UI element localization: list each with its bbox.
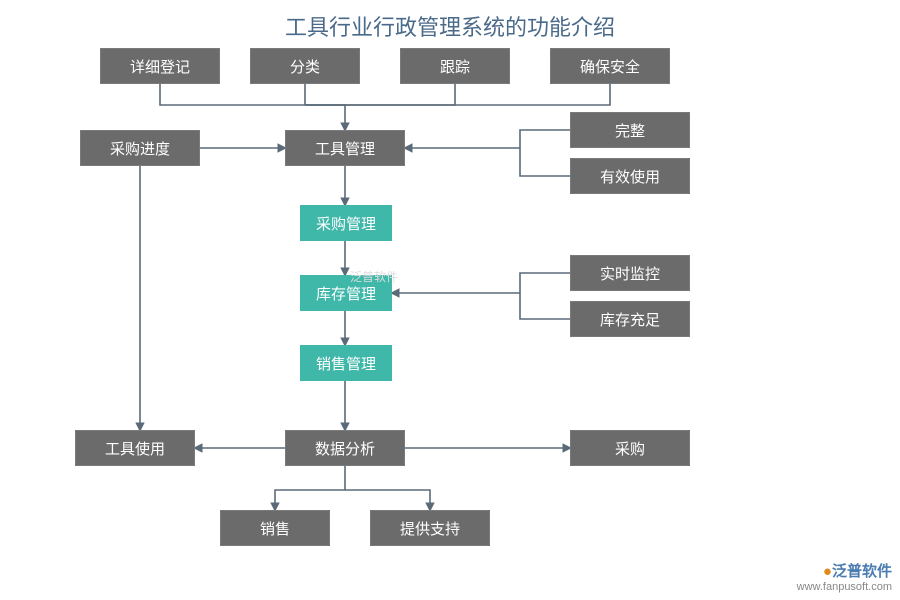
node-n_dataana: 数据分析: [285, 430, 405, 466]
node-n_sales: 销售: [220, 510, 330, 546]
node-n_safe: 确保安全: [550, 48, 670, 84]
node-n_support: 提供支持: [370, 510, 490, 546]
node-n_category: 分类: [250, 48, 360, 84]
node-n_tooluse: 工具使用: [75, 430, 195, 466]
watermark: ●泛普软件 www.fanpusoft.com: [797, 563, 892, 594]
node-n_purchprog: 采购进度: [80, 130, 200, 166]
node-n_salesmgmt: 销售管理: [300, 345, 392, 381]
node-n_toolmgmt: 工具管理: [285, 130, 405, 166]
node-n_purchase: 采购: [570, 430, 690, 466]
node-n_track: 跟踪: [400, 48, 510, 84]
watermark-center: 泛普软件: [350, 268, 398, 285]
node-n_invfull: 库存充足: [570, 301, 690, 337]
watermark-brand: 泛普软件: [832, 563, 892, 580]
node-n_effuse: 有效使用: [570, 158, 690, 194]
node-n_complete: 完整: [570, 112, 690, 148]
diagram-title: 工具行业行政管理系统的功能介绍: [0, 10, 900, 42]
watermark-url: www.fanpusoft.com: [797, 581, 892, 594]
node-n_realtime: 实时监控: [570, 255, 690, 291]
node-n_detail: 详细登记: [100, 48, 220, 84]
node-n_purchmgmt: 采购管理: [300, 205, 392, 241]
